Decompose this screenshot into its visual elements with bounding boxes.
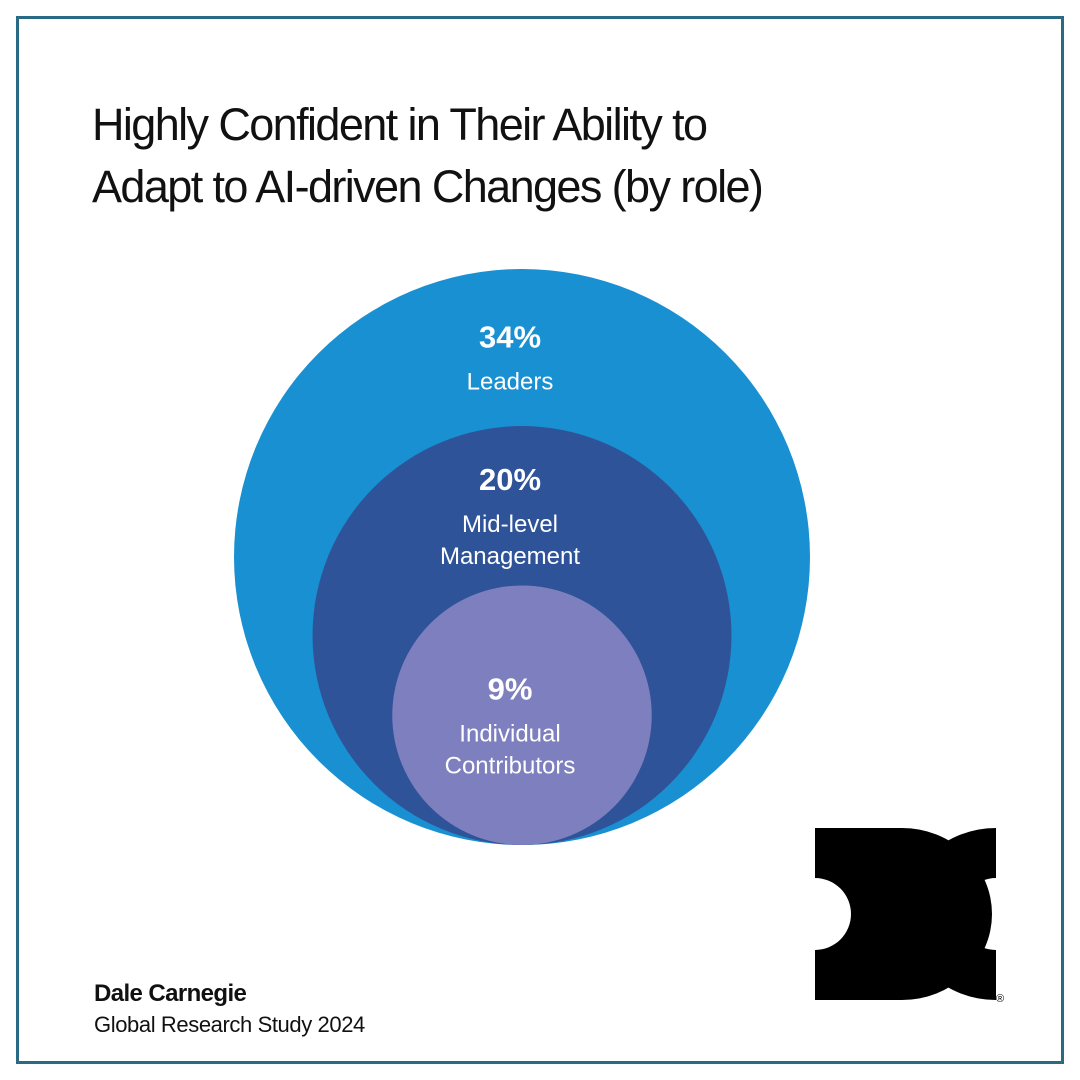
footer-brand: Dale Carnegie <box>94 980 247 1007</box>
bubble-individual-contributors <box>392 585 652 845</box>
category-label-individual-contributors-line-2: Contributors <box>445 752 576 779</box>
category-label-leaders-line-1: Leaders <box>467 369 554 396</box>
value-label-mid-level-management: 20% <box>479 462 541 497</box>
dale-carnegie-dc-logo-icon: ® <box>815 828 1004 1005</box>
category-label-individual-contributors-line-1: Individual <box>459 720 560 747</box>
chart-title-line-2: Adapt to AI-driven Changes (by role) <box>92 161 764 212</box>
footer-study: Global Research Study 2024 <box>94 1012 365 1037</box>
logo-registered-mark: ® <box>996 993 1004 1005</box>
category-label-mid-level-management-line-1: Mid-level <box>462 511 558 538</box>
value-label-individual-contributors: 9% <box>488 671 533 706</box>
category-label-mid-level-management-line-2: Management <box>440 543 580 570</box>
chart-title: Highly Confident in Their Ability to Ada… <box>92 94 992 218</box>
chart-title-line-1: Highly Confident in Their Ability to <box>92 99 708 150</box>
frame-border <box>16 16 1064 1064</box>
logo-right-shape <box>904 828 996 1000</box>
footer: Dale Carnegie Global Research Study 2024 <box>94 980 365 1040</box>
value-label-leaders: 34% <box>479 320 541 355</box>
